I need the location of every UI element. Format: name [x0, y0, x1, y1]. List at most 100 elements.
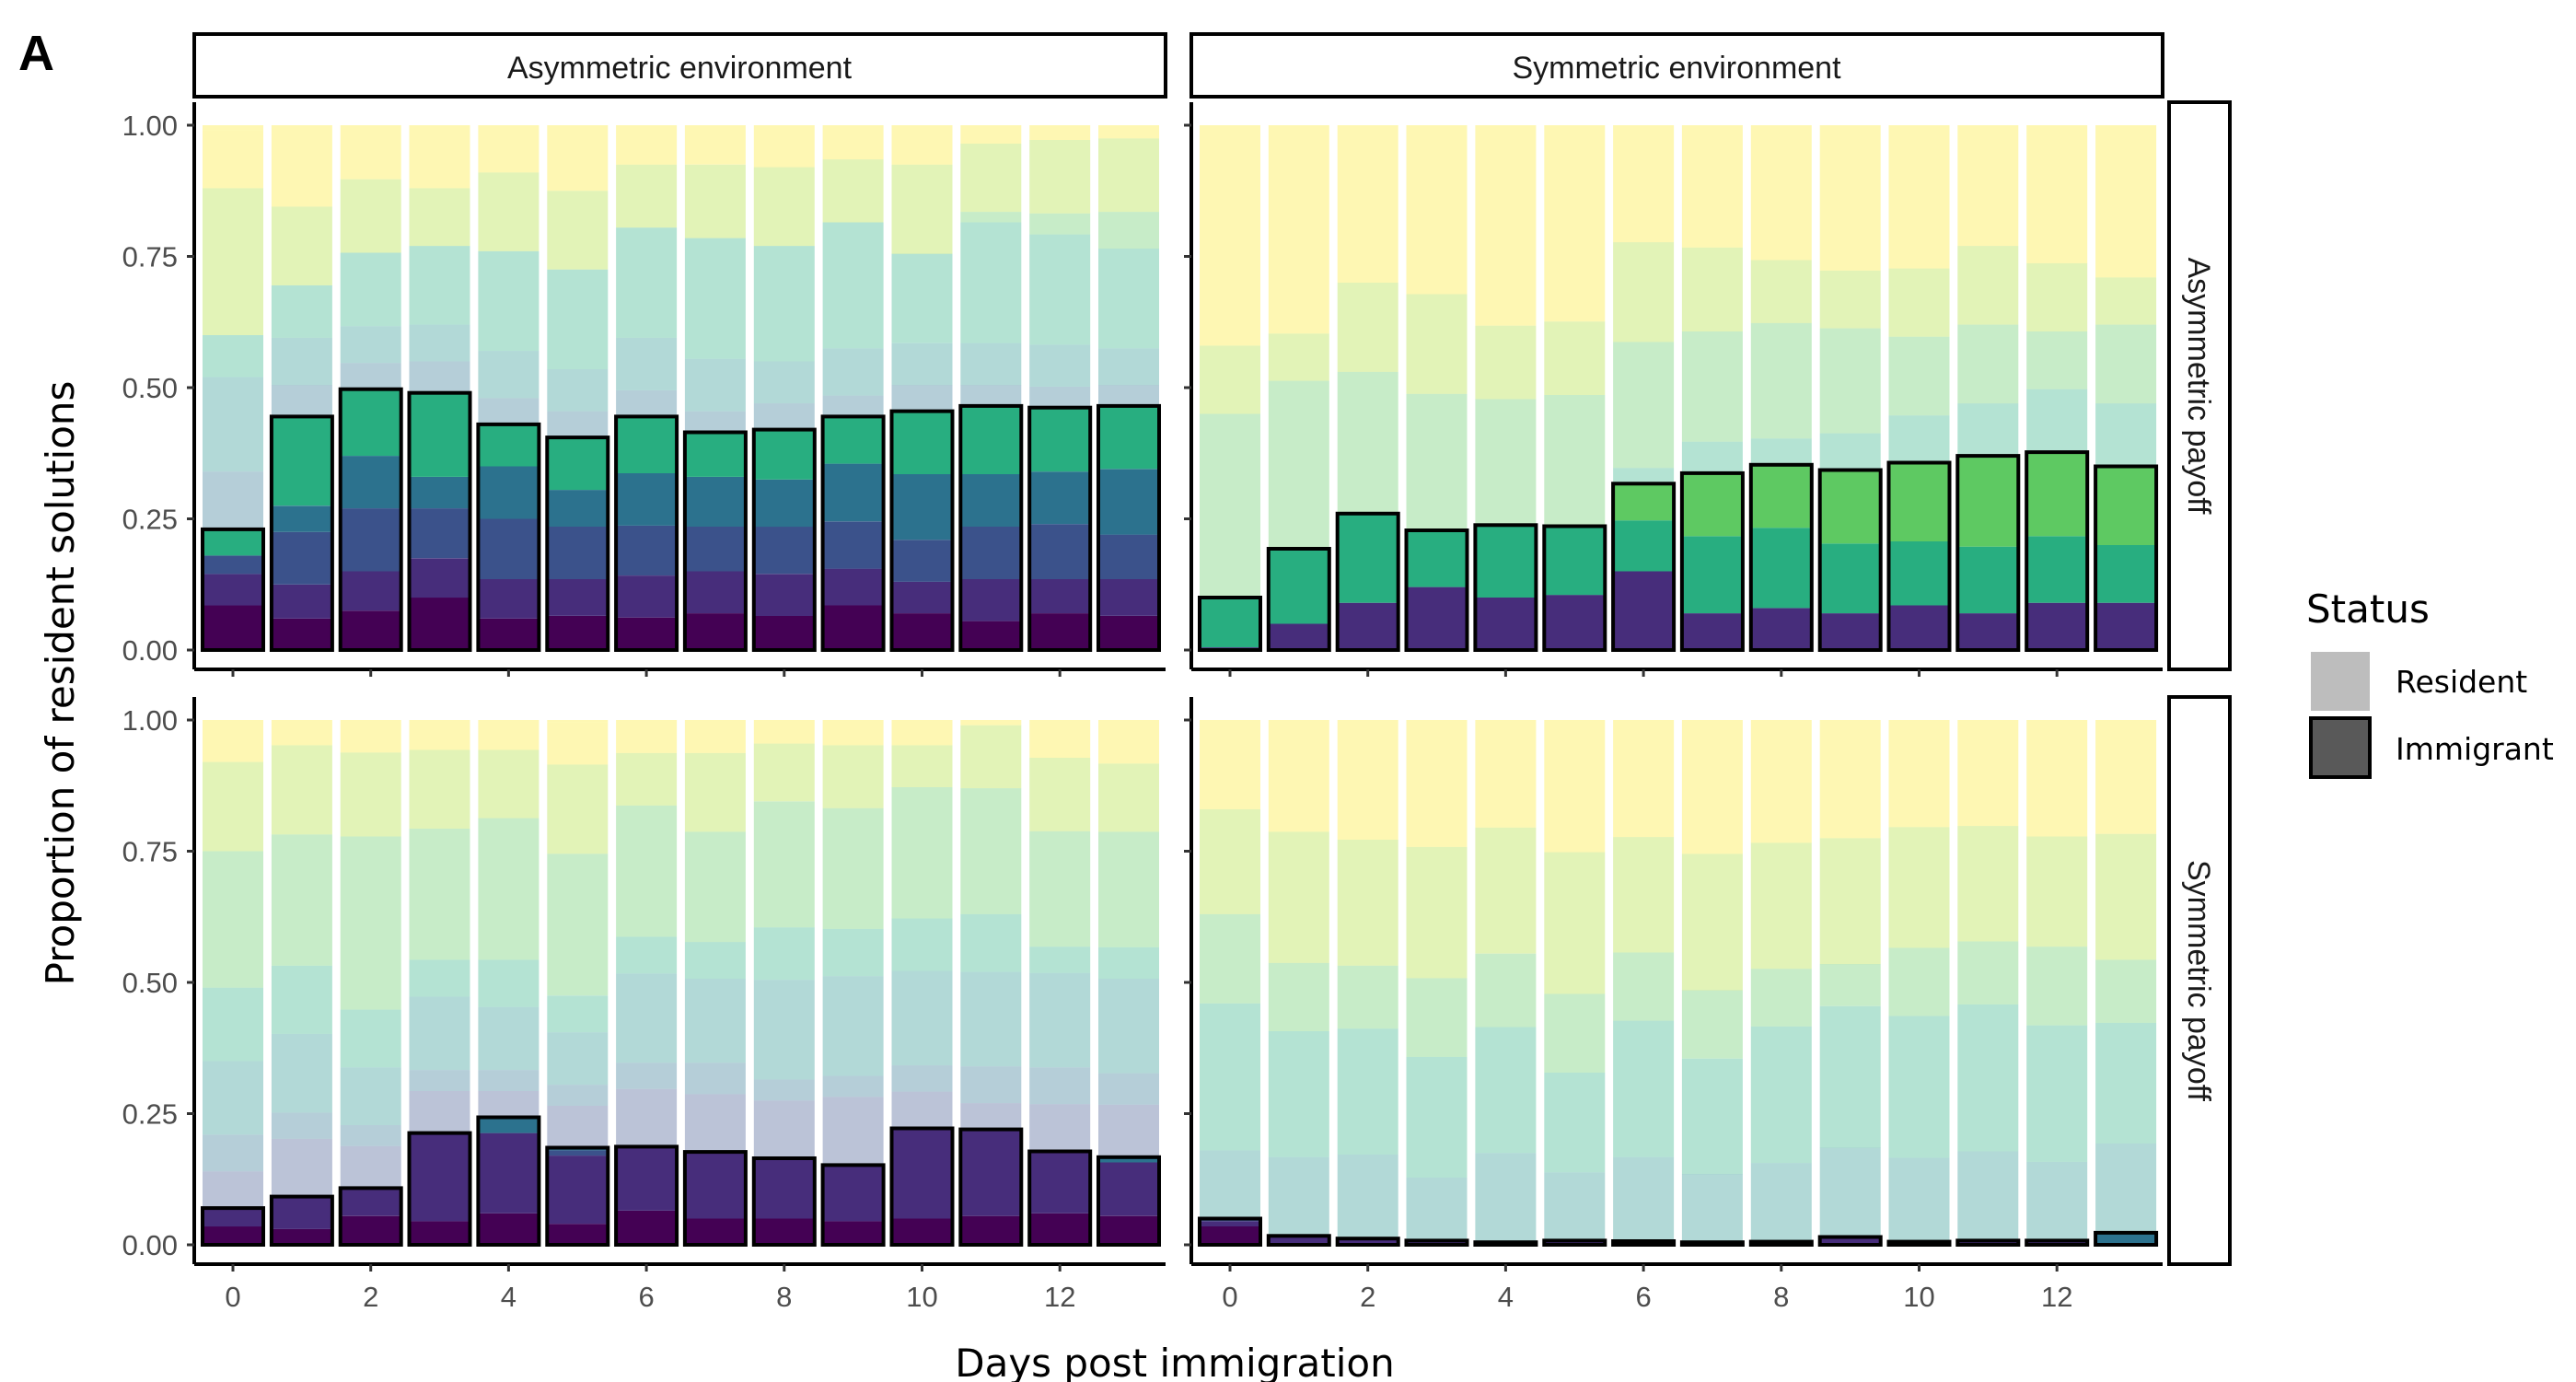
- resident-bar-segment: [616, 389, 678, 417]
- resident-bar-segment: [409, 324, 470, 362]
- resident-bar-segment: [960, 343, 1022, 386]
- resident-bar-segment: [1475, 1027, 1537, 1154]
- resident-bar-segment: [1750, 1163, 1812, 1242]
- immigrant-bar-segment: [547, 1150, 609, 1156]
- immigrant-bar-segment: [1750, 608, 1812, 650]
- immigrant-bar-segment: [616, 416, 678, 473]
- resident-bar-segment: [1268, 333, 1329, 381]
- immigrant-bar-segment: [1098, 534, 1159, 579]
- resident-bar-segment: [203, 851, 263, 988]
- immigrant-bar-outline: [1266, 547, 1331, 652]
- immigrant-bar-segment: [2095, 466, 2157, 545]
- legend-key-resident: [2311, 652, 2370, 711]
- resident-bar-segment: [1406, 393, 1468, 530]
- immigrant-bar-segment: [2095, 602, 2157, 650]
- resident-bar-segment: [203, 761, 263, 852]
- x-tick-label: 10: [1903, 1281, 1934, 1313]
- resident-bar-segment: [1888, 720, 1950, 828]
- resident-bar-segment: [1613, 242, 1675, 343]
- immigrant-bar-segment: [340, 571, 401, 611]
- immigrant-bar-segment: [340, 1215, 401, 1245]
- resident-bar-segment: [891, 125, 953, 165]
- y-axis-title: Proportion of resident solutions: [38, 381, 83, 986]
- resident-bar-segment: [960, 222, 1022, 343]
- resident-bar-segment: [2095, 403, 2157, 467]
- resident-bar-segment: [1681, 125, 1743, 248]
- resident-bar-segment: [547, 722, 609, 765]
- resident-bar-segment: [1750, 1026, 1812, 1164]
- y-tick-label: 0.75: [122, 241, 178, 273]
- resident-bar-segment: [1200, 345, 1260, 414]
- immigrant-bar-outline: [1817, 1235, 1883, 1247]
- resident-bar-segment: [1888, 1157, 1950, 1242]
- resident-bar-segment: [1029, 125, 1091, 140]
- row-strip-symmetric-payoff: Symmetric payoff: [2167, 695, 2232, 1266]
- immigrant-bar-outline: [1886, 460, 1952, 652]
- immigrant-bar-outline: [1097, 403, 1161, 652]
- immigrant-bar-segment: [1475, 598, 1537, 650]
- immigrant-bar-segment: [822, 568, 884, 606]
- resident-bar-segment: [271, 720, 332, 746]
- immigrant-bar-outline: [545, 1145, 610, 1247]
- resident-bar-segment: [891, 385, 953, 412]
- resident-bar-segment: [1750, 842, 1812, 970]
- immigrant-bar-segment: [1200, 1221, 1260, 1226]
- immigrant-bar-segment: [822, 605, 884, 650]
- resident-bar-segment: [2026, 946, 2088, 1026]
- resident-bar-segment: [1681, 990, 1743, 1059]
- resident-bar-segment: [478, 250, 540, 352]
- resident-bar-segment: [1613, 468, 1675, 484]
- x-tick-label: 6: [1635, 1281, 1651, 1313]
- immigrant-bar-segment: [1957, 613, 2019, 650]
- immigrant-bar-outline: [1542, 524, 1607, 652]
- resident-bar-segment: [1098, 720, 1159, 764]
- immigrant-bar-segment: [891, 581, 953, 614]
- resident-bar-segment: [409, 724, 470, 750]
- resident-bar-segment: [1337, 965, 1398, 1029]
- immigrant-bar-segment: [822, 521, 884, 569]
- resident-bar-segment: [1337, 1028, 1398, 1155]
- resident-bar-segment: [1098, 1073, 1159, 1105]
- resident-bar-segment: [1029, 213, 1091, 235]
- resident-bar-segment: [1957, 720, 2019, 827]
- immigrant-bar-segment: [271, 1228, 332, 1245]
- resident-bar-segment: [891, 343, 953, 386]
- immigrant-bar-outline: [751, 427, 817, 652]
- immigrant-bar-segment: [478, 1117, 540, 1133]
- immigrant-bar-segment: [547, 616, 609, 650]
- immigrant-bar-segment: [891, 411, 953, 474]
- immigrant-bar-outline: [2094, 464, 2159, 652]
- resident-bar-segment: [1029, 140, 1091, 214]
- col-strip-symmetric-environment: Symmetric environment: [1189, 32, 2164, 99]
- resident-bar-segment: [1475, 325, 1537, 400]
- col-strip-asymmetric-environment: Asymmetric environment: [192, 32, 1167, 99]
- x-tick-label: 2: [1360, 1281, 1375, 1313]
- immigrant-bar-segment: [1337, 513, 1398, 603]
- immigrant-bar-segment: [616, 525, 678, 575]
- immigrant-bar-segment: [1819, 543, 1881, 614]
- immigrant-bar-segment: [1268, 623, 1329, 650]
- resident-bar-segment: [753, 1079, 815, 1101]
- immigrant-bar-segment: [2026, 1240, 2088, 1245]
- panel-1: [1184, 102, 2163, 677]
- immigrant-bar-segment: [340, 610, 401, 651]
- resident-bar-segment: [2095, 324, 2157, 404]
- x-tick-label: 2: [363, 1281, 378, 1313]
- resident-bar-segment: [1029, 344, 1091, 387]
- resident-bar-segment: [1957, 1151, 2019, 1241]
- resident-bar-segment: [409, 188, 470, 247]
- immigrant-bar-segment: [1098, 1156, 1159, 1163]
- resident-bar-segment: [271, 834, 332, 966]
- resident-bar-segment: [409, 125, 470, 189]
- resident-bar-segment: [1681, 247, 1743, 331]
- resident-bar-segment: [1337, 283, 1398, 372]
- resident-bar-segment: [822, 222, 884, 349]
- immigrant-bar-segment: [960, 1215, 1022, 1245]
- resident-bar-segment: [1098, 212, 1159, 249]
- resident-bar-segment: [1888, 268, 1950, 337]
- resident-bar-segment: [547, 995, 609, 1033]
- immigrant-bar-segment: [753, 479, 815, 528]
- resident-bar-segment: [1029, 972, 1091, 1068]
- resident-bar-segment: [1029, 758, 1091, 831]
- resident-bar-segment: [1750, 720, 1812, 843]
